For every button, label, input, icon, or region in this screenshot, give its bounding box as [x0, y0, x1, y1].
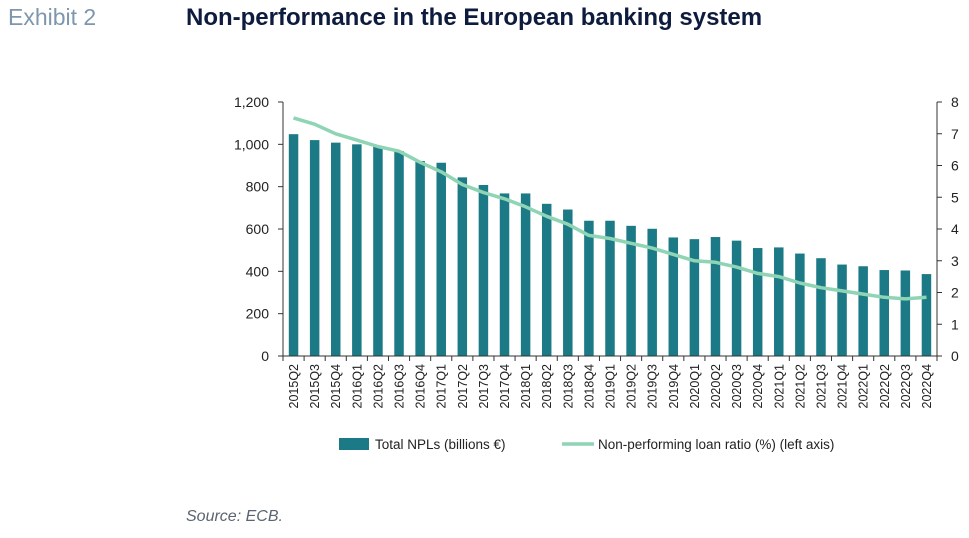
x-tick-label: 2021Q4 — [836, 364, 850, 409]
bar-2019Q3 — [647, 228, 657, 356]
legend-bar-label: Total NPLs (billions €) — [375, 437, 506, 452]
bar-2017Q1 — [436, 162, 446, 356]
right-tick-label: 0 — [951, 348, 959, 364]
x-tick-label: 2020Q4 — [751, 364, 765, 409]
x-tick-label: 2017Q4 — [498, 364, 512, 409]
right-tick-label: 1 — [951, 316, 959, 332]
x-tick-label: 2015Q2 — [287, 364, 301, 409]
left-tick-label: 1,200 — [234, 94, 269, 110]
bar-2022Q4 — [921, 274, 932, 356]
bar-2022Q3 — [900, 270, 911, 356]
x-tick-label: 2018Q2 — [540, 364, 554, 409]
right-tick-label: 6 — [951, 158, 959, 174]
x-tick-label: 2015Q4 — [329, 364, 343, 409]
bar-2015Q2 — [288, 134, 299, 356]
right-tick-label: 8 — [951, 94, 959, 110]
bar-2018Q3 — [563, 209, 573, 356]
bar-2018Q1 — [520, 193, 531, 356]
legend-line-label: Non-performing loan ratio (%) (left axis… — [598, 437, 834, 452]
bar-2021Q1 — [774, 247, 784, 356]
bar-2021Q2 — [795, 253, 805, 356]
x-tick-label: 2020Q3 — [730, 364, 744, 409]
x-tick-label: 2016Q4 — [414, 364, 428, 409]
bar-2022Q1 — [858, 266, 868, 356]
legend: Total NPLs (billions €) Non-performing lo… — [339, 437, 834, 452]
bar-2018Q4 — [584, 220, 594, 356]
bar-2017Q2 — [457, 177, 468, 356]
axes-layer: 0 200 400 600 800 1,000 1,200 0 1 2 3 4 5 6 7 8 2015Q2 20… — [234, 94, 959, 408]
bar-2020Q1 — [689, 239, 700, 356]
source-note: Source: ECB. — [186, 508, 283, 525]
bar-2015Q4 — [330, 142, 341, 356]
bar-2019Q2 — [626, 225, 636, 356]
bar-2017Q4 — [499, 193, 510, 356]
right-tick-label: 2 — [951, 285, 959, 301]
bar-2018Q2 — [541, 203, 552, 356]
bar-2019Q1 — [605, 220, 615, 356]
x-tick-label: 2017Q2 — [456, 364, 470, 409]
bar-2015Q3 — [309, 140, 320, 356]
x-tick-label: 2021Q2 — [793, 364, 807, 409]
exhibit-label: Exhibit 2 — [8, 4, 97, 30]
x-tick-label: 2021Q3 — [814, 364, 828, 409]
x-tick-label: 2022Q1 — [857, 364, 871, 409]
right-tick-label: 4 — [951, 221, 959, 237]
bar-2020Q3 — [731, 240, 742, 356]
x-tick-label: 2016Q2 — [371, 364, 385, 409]
bar-2016Q2 — [373, 146, 383, 356]
bar-2016Q1 — [352, 144, 362, 356]
x-tick-label: 2022Q3 — [899, 364, 913, 409]
left-tick-label: 0 — [261, 348, 269, 364]
bar-2021Q3 — [816, 258, 826, 356]
npl-ratio-line — [292, 116, 927, 301]
right-tick-label: 5 — [951, 189, 959, 205]
bar-2017Q3 — [478, 184, 489, 356]
x-tick-label: 2020Q1 — [688, 364, 702, 409]
x-tick-label: 2019Q2 — [625, 364, 639, 409]
right-tick-label: 3 — [951, 253, 959, 269]
bar-2021Q4 — [837, 264, 847, 356]
x-tick-label: 2020Q2 — [709, 364, 723, 409]
line-layer — [292, 116, 927, 301]
bar-2020Q4 — [752, 248, 763, 356]
left-tick-label: 200 — [246, 306, 270, 322]
x-tick-label: 2019Q3 — [646, 364, 660, 409]
x-tick-label: 2017Q3 — [477, 364, 491, 409]
x-tick-label: 2017Q1 — [435, 364, 449, 409]
x-tick-label: 2019Q4 — [667, 364, 681, 409]
x-tick-label: 2019Q1 — [604, 364, 618, 409]
x-tick-label: 2016Q1 — [350, 364, 364, 409]
bars-layer — [288, 134, 932, 356]
right-tick-label: 7 — [951, 126, 959, 142]
x-tick-label: 2015Q3 — [308, 364, 322, 409]
x-tick-label: 2022Q4 — [920, 364, 934, 409]
legend-bar-swatch — [339, 438, 369, 450]
left-tick-label: 1,000 — [234, 136, 269, 152]
bar-2019Q4 — [668, 237, 679, 356]
x-tick-label: 2021Q1 — [772, 364, 786, 409]
bar-2016Q4 — [415, 161, 425, 356]
x-tick-label: 2018Q1 — [519, 364, 533, 409]
left-tick-label: 800 — [246, 179, 270, 195]
bar-2022Q2 — [879, 270, 890, 356]
bar-2020Q2 — [710, 237, 721, 356]
x-tick-label: 2022Q2 — [878, 364, 892, 409]
x-tick-label: 2016Q3 — [393, 364, 407, 409]
bar-2016Q3 — [394, 151, 404, 356]
left-tick-label: 400 — [246, 263, 270, 279]
left-tick-label: 600 — [246, 221, 270, 237]
x-tick-label: 2018Q4 — [582, 364, 596, 409]
chart-title: Non-performance in the European banking … — [186, 4, 763, 31]
x-tick-label: 2018Q3 — [561, 364, 575, 409]
